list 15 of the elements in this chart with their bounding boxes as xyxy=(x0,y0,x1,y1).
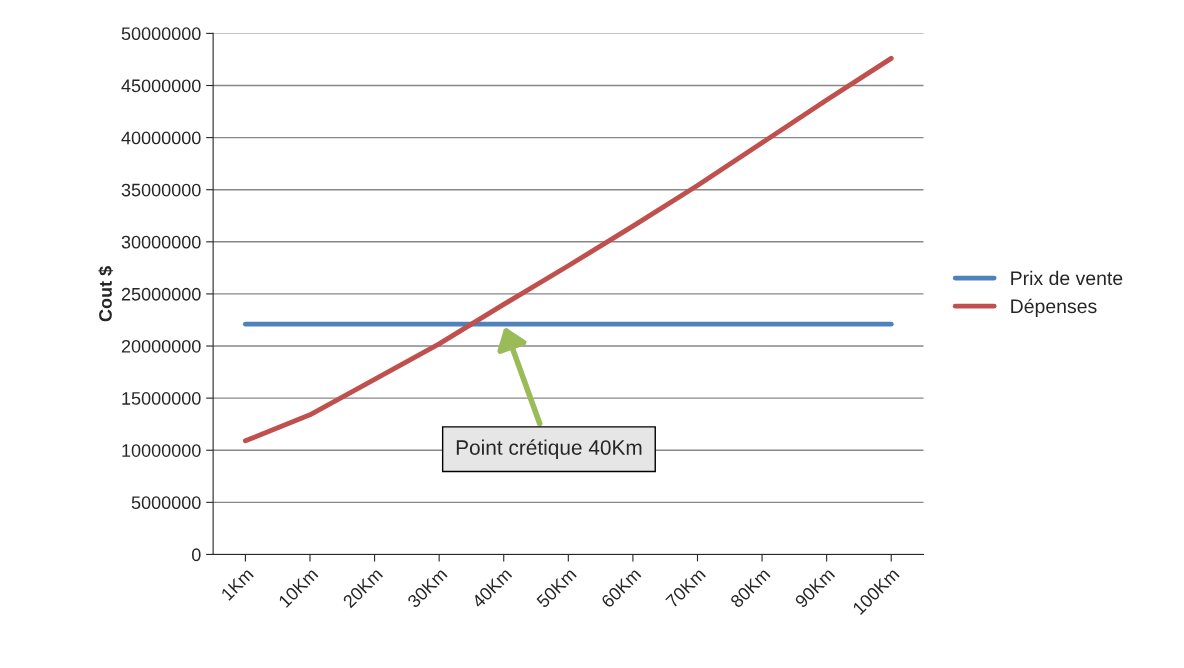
legend-label: Dépenses xyxy=(1011,298,1097,318)
y-tick-label: 45000000 xyxy=(121,79,201,93)
y-tick-label: 20000000 xyxy=(121,339,201,353)
y-axis-title: Cout $ xyxy=(98,266,114,322)
y-tick-label: 15000000 xyxy=(122,392,201,405)
y-tick-label: 35000000 xyxy=(121,183,201,197)
y-tick-label: 5000000 xyxy=(131,496,201,510)
y-tick-label: 25000000 xyxy=(121,287,201,301)
annotation: Point crétique 40Km xyxy=(456,439,642,460)
y-tick-label: 40000000 xyxy=(121,131,201,145)
y-tick-label: 50000000 xyxy=(121,27,201,41)
y-tick-label: 10000000 xyxy=(122,444,201,457)
y-tick-label: 30000000 xyxy=(121,235,201,249)
y-tick-label: 0 xyxy=(191,548,201,562)
legend-label: Prix de vente xyxy=(1011,270,1123,286)
